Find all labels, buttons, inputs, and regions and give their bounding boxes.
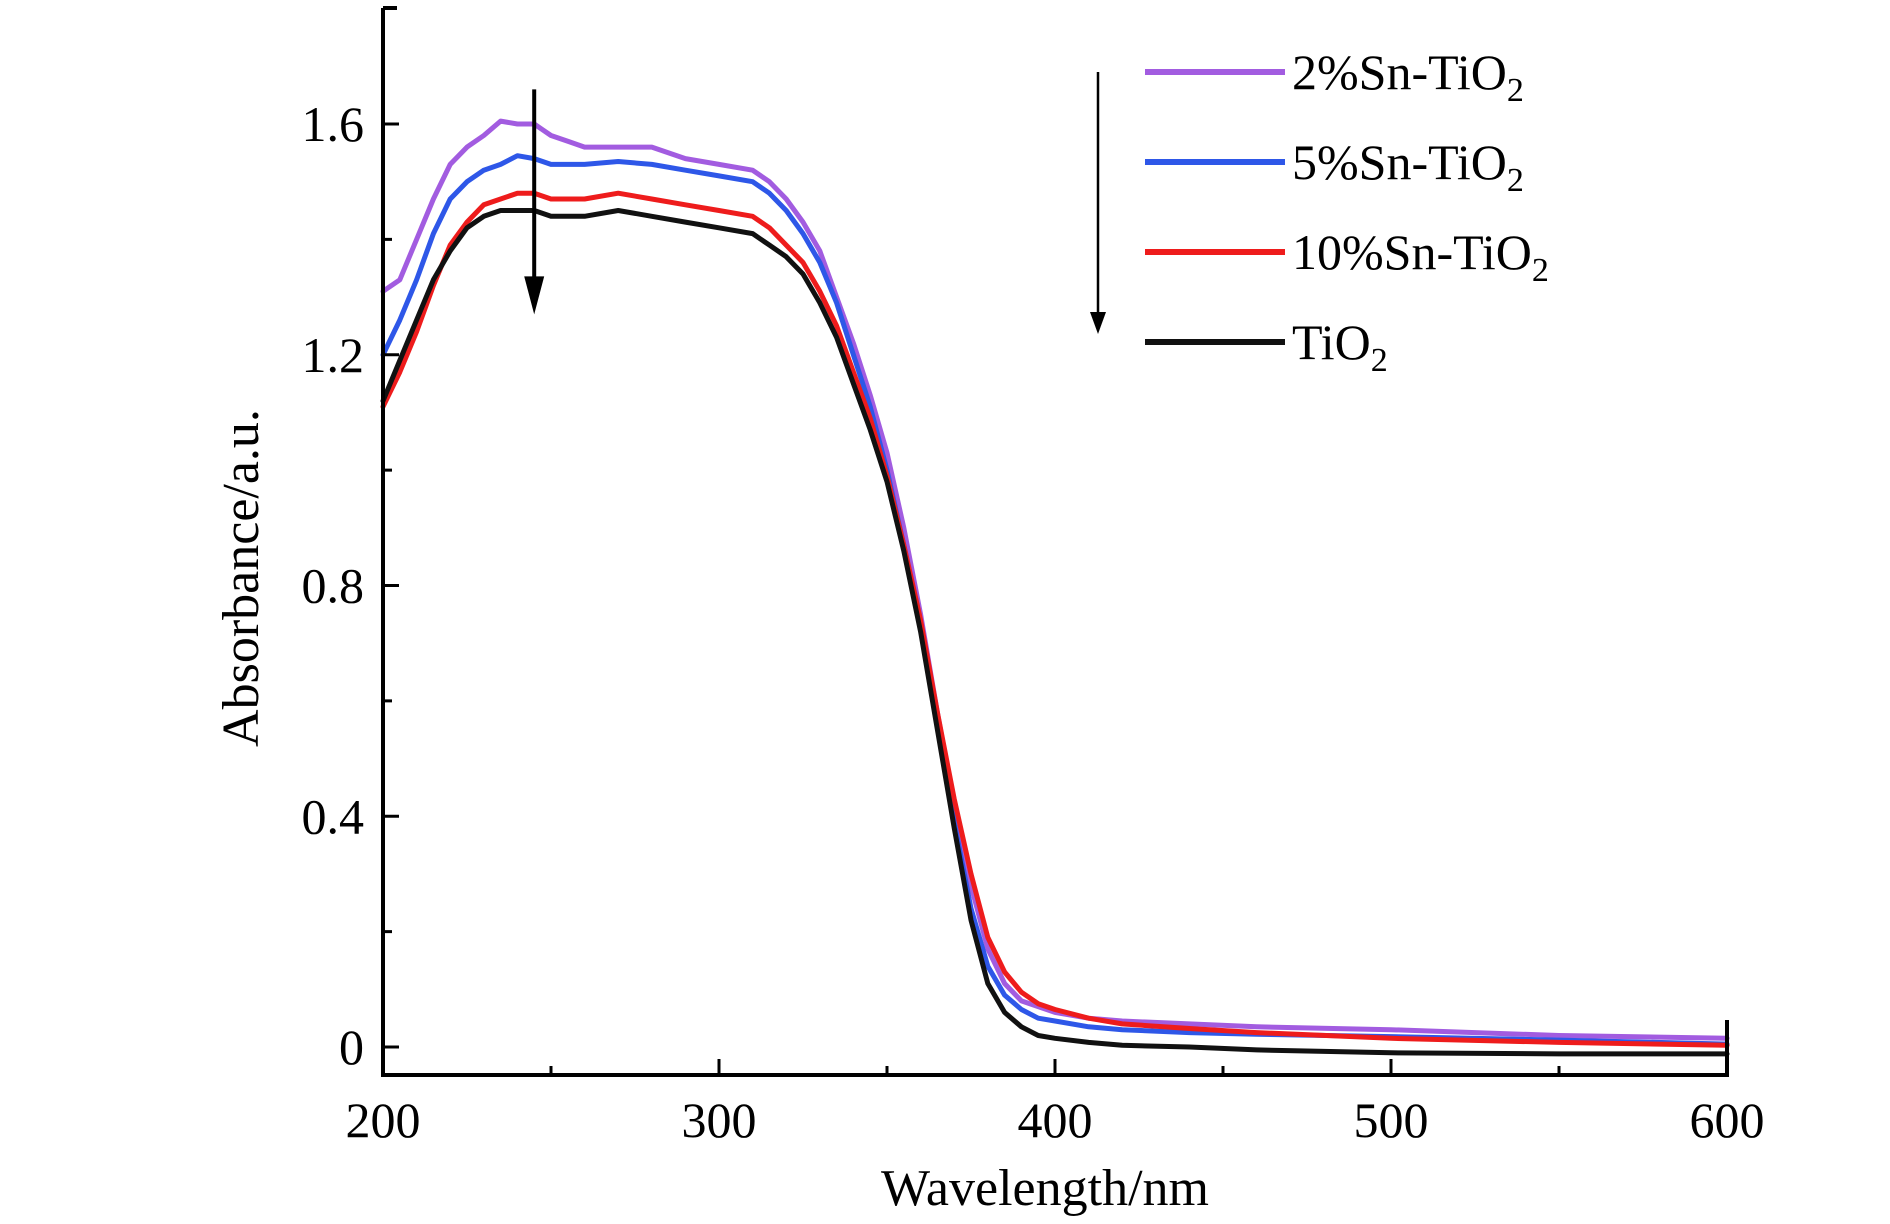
- y-tick-label: 1.2: [302, 327, 365, 383]
- legend-arrow-head: [1090, 312, 1106, 334]
- annotations: [524, 72, 1106, 334]
- legend-label: 5%Sn-TiO2: [1292, 134, 1524, 199]
- legend: 2%Sn-TiO2 5%Sn-TiO2 10%Sn-TiO2 TiO2: [1145, 44, 1549, 379]
- y-tick-label: 0: [339, 1019, 364, 1075]
- legend-label: 2%Sn-TiO2: [1292, 44, 1524, 109]
- y-tick-label: 0.8: [302, 558, 365, 614]
- y-tick-label: 1.6: [302, 96, 365, 152]
- axes: [381, 6, 1729, 1077]
- legend-label: 10%Sn-TiO2: [1292, 224, 1549, 289]
- series-line-0: [380, 118, 1730, 1041]
- tick-labels: 200 300 400 500 600 0 0.4 0.8 1.2 1.6: [302, 96, 1765, 1148]
- series-line-2: [380, 190, 1730, 1048]
- ticks: [381, 122, 1729, 1075]
- x-tick-label: 400: [1018, 1092, 1093, 1148]
- legend-label: TiO2: [1292, 314, 1388, 379]
- x-tick-label: 600: [1690, 1092, 1765, 1148]
- plot-lines: [380, 118, 1730, 1057]
- x-axis-title: Wavelength/nm: [881, 1160, 1209, 1217]
- series-line-1: [380, 153, 1730, 1047]
- x-tick-label: 200: [346, 1092, 421, 1148]
- x-tick-label: 300: [682, 1092, 757, 1148]
- y-axis-title: Absorbance/a.u.: [213, 409, 270, 747]
- arrow-head: [524, 276, 545, 315]
- series-line-3: [380, 208, 1730, 1057]
- y-tick-label: 0.4: [302, 788, 365, 844]
- x-tick-label: 500: [1354, 1092, 1429, 1148]
